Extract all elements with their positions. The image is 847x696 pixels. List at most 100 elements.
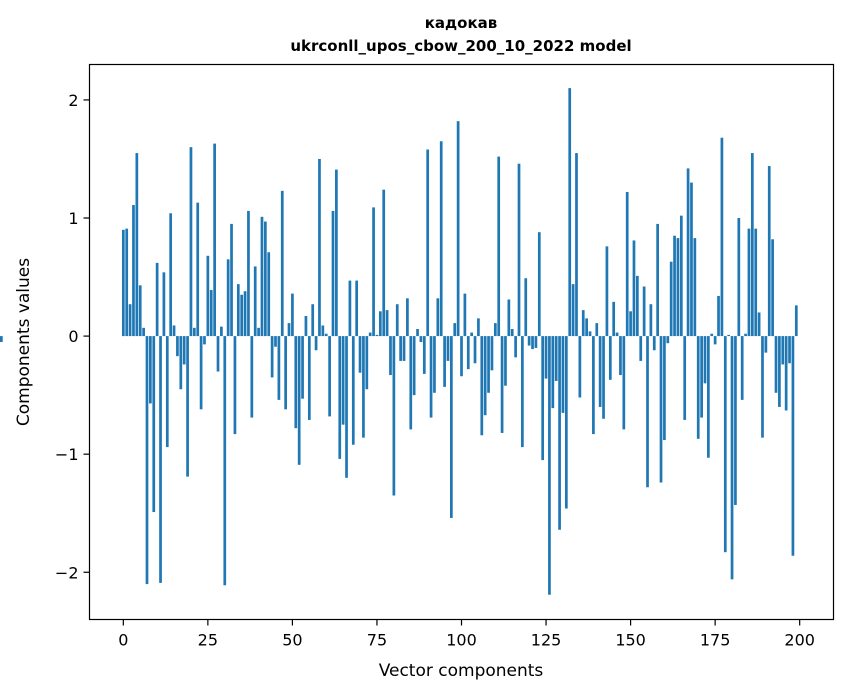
bar [527,336,531,346]
bar [629,311,632,337]
bar [588,331,592,337]
bar [142,327,145,337]
bar [307,336,311,420]
bar [362,336,365,438]
bar [514,336,517,358]
y-tick-label: 1 [68,209,78,228]
bar [598,336,602,407]
bar [740,336,744,400]
bar [541,336,545,461]
bar [372,207,375,337]
bar [524,278,528,337]
bar [304,316,308,337]
bar [433,336,436,393]
bar [165,336,169,448]
bar [378,311,382,337]
x-tick-label: 100 [446,631,477,650]
bar [656,223,659,337]
bar [666,336,670,344]
bar [406,298,409,337]
bar [233,336,237,435]
bar [152,336,156,513]
bar [351,336,355,445]
bar [531,336,534,350]
bar [176,336,179,357]
bar [206,255,210,337]
bar [395,304,399,337]
bar [416,329,419,337]
bar [652,336,656,351]
bar [446,336,450,361]
bar [314,336,318,351]
bar [341,336,345,425]
y-tick-label: −2 [55,563,79,582]
bar [155,262,159,337]
bar [422,336,426,374]
y-axis-ticks: −2 −1 0 1 2 [55,91,90,582]
bar [135,153,139,337]
bar [493,323,497,337]
bar [632,240,636,337]
bar [500,336,504,433]
bar [781,336,785,365]
bar [642,286,646,337]
bar [470,332,473,337]
bar [707,336,710,458]
bar [568,88,572,337]
bar [186,336,189,477]
bar [480,336,484,436]
bar [504,336,507,386]
bar [561,336,565,413]
bar [203,336,206,345]
bar [602,336,605,419]
bar [287,323,291,337]
bar [182,336,186,365]
bar [761,336,764,438]
bar [490,336,494,371]
bar [243,291,247,337]
bar [615,332,619,337]
bar [159,336,162,583]
bar [517,163,521,337]
bar [426,149,430,337]
bar [453,323,457,337]
bar [392,336,396,496]
x-tick-label: 175 [700,631,731,650]
bar [663,336,666,441]
bar [669,261,673,337]
bar [162,272,166,337]
bar [456,121,460,337]
bar [291,293,294,337]
bar [179,336,183,390]
bar [534,336,538,348]
bar [507,299,511,337]
bar [436,298,440,337]
x-tick-label: 0 [118,631,128,650]
bar [264,221,267,337]
bar [260,216,264,337]
x-tick-label: 125 [531,631,562,650]
bar [575,153,578,337]
bar [213,143,216,337]
bar [636,275,639,337]
bar [693,238,697,337]
bar [439,141,443,337]
bar [294,336,298,429]
y-tick-label: −1 [55,445,79,464]
bar [727,334,731,337]
bar [230,223,233,337]
bar [605,246,609,337]
bar [324,333,328,337]
bar [169,213,173,337]
bar [443,336,446,387]
bar [578,336,582,398]
x-tick-label: 25 [198,631,218,650]
bar [791,336,795,556]
bar [335,169,338,337]
x-axis-ticks: 0 25 50 75 100 125 150 175 200 [118,619,815,650]
bar [132,205,135,337]
bar [679,215,683,337]
bar [368,332,372,337]
bar [121,229,125,337]
bar [382,189,386,337]
